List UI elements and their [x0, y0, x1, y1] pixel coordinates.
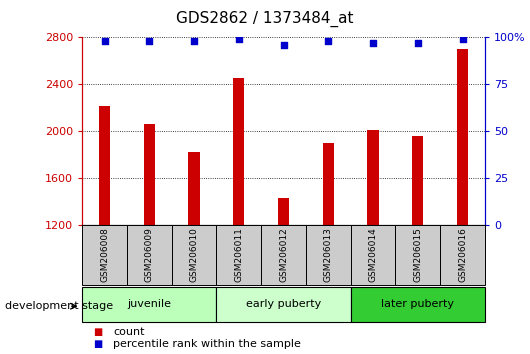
FancyBboxPatch shape [127, 225, 172, 285]
FancyBboxPatch shape [351, 287, 485, 322]
Bar [457, 49, 468, 225]
FancyBboxPatch shape [172, 225, 216, 285]
Text: GSM206008: GSM206008 [100, 227, 109, 282]
FancyBboxPatch shape [351, 225, 395, 285]
Point [190, 38, 198, 44]
Text: ■: ■ [93, 327, 102, 337]
Bar [323, 143, 334, 225]
Bar [233, 78, 244, 225]
Point [324, 38, 332, 44]
Point [458, 36, 467, 42]
Point [279, 42, 288, 47]
FancyBboxPatch shape [82, 225, 127, 285]
Text: percentile rank within the sample: percentile rank within the sample [113, 339, 301, 349]
Bar [189, 152, 200, 225]
Point [100, 38, 109, 44]
Text: later puberty: later puberty [381, 299, 454, 309]
Text: GDS2862 / 1373484_at: GDS2862 / 1373484_at [176, 11, 354, 27]
Text: count: count [113, 327, 144, 337]
Point [369, 40, 377, 46]
Bar [99, 106, 110, 225]
FancyBboxPatch shape [440, 225, 485, 285]
Bar [367, 130, 378, 225]
Bar [144, 124, 155, 225]
Text: development stage: development stage [5, 301, 113, 311]
FancyBboxPatch shape [216, 225, 261, 285]
Bar [412, 136, 423, 225]
Bar [278, 198, 289, 225]
Text: juvenile: juvenile [127, 299, 171, 309]
Text: early puberty: early puberty [246, 299, 321, 309]
Text: GSM206013: GSM206013 [324, 227, 333, 282]
FancyBboxPatch shape [216, 287, 351, 322]
Text: GSM206009: GSM206009 [145, 227, 154, 282]
Text: GSM206016: GSM206016 [458, 227, 467, 282]
FancyBboxPatch shape [306, 225, 351, 285]
Text: GSM206010: GSM206010 [190, 227, 199, 282]
Text: GSM206015: GSM206015 [413, 227, 422, 282]
Point [235, 36, 243, 42]
Text: GSM206011: GSM206011 [234, 227, 243, 282]
Text: GSM206014: GSM206014 [368, 228, 377, 282]
FancyBboxPatch shape [261, 225, 306, 285]
Text: ■: ■ [93, 339, 102, 349]
FancyBboxPatch shape [395, 225, 440, 285]
Point [413, 40, 422, 46]
Point [145, 38, 154, 44]
Text: GSM206012: GSM206012 [279, 228, 288, 282]
FancyBboxPatch shape [82, 287, 216, 322]
